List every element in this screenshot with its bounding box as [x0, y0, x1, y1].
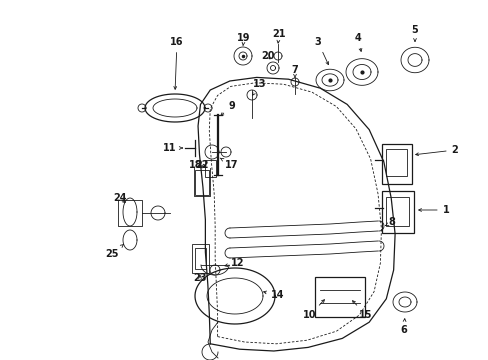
Text: 22: 22 [195, 160, 208, 170]
Text: 8: 8 [385, 217, 395, 227]
Text: 21: 21 [272, 29, 285, 43]
Text: 19: 19 [237, 33, 250, 46]
Text: 11: 11 [163, 143, 182, 153]
Text: 10: 10 [303, 300, 324, 320]
Text: 3: 3 [314, 37, 328, 65]
Text: 2: 2 [415, 145, 457, 156]
Text: 1: 1 [418, 205, 448, 215]
Text: 16: 16 [170, 37, 183, 89]
Text: 18: 18 [189, 160, 206, 170]
Text: 6: 6 [400, 319, 407, 335]
Text: 15: 15 [352, 301, 372, 320]
Text: 24: 24 [113, 193, 126, 203]
Text: 25: 25 [105, 244, 123, 259]
Text: 20: 20 [261, 51, 274, 61]
Text: 17: 17 [220, 158, 238, 170]
Text: 13: 13 [252, 79, 266, 95]
Text: 5: 5 [411, 25, 418, 41]
Text: 23: 23 [193, 273, 206, 283]
Text: 12: 12 [224, 258, 244, 268]
Text: 7: 7 [291, 65, 298, 78]
Text: 9: 9 [221, 101, 235, 116]
Text: 14: 14 [263, 290, 284, 300]
Text: 4: 4 [354, 33, 361, 51]
